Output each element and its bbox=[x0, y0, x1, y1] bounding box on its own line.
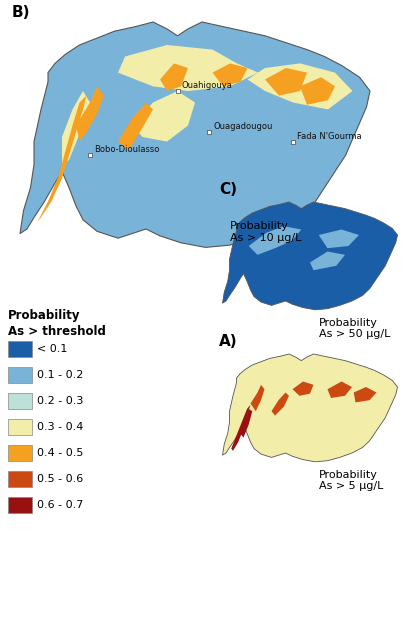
Bar bbox=[8, 471, 32, 487]
Polygon shape bbox=[62, 91, 90, 165]
Polygon shape bbox=[240, 409, 252, 438]
Polygon shape bbox=[293, 381, 313, 396]
Text: A): A) bbox=[219, 334, 238, 349]
Text: Probability
As > 5 μg/L: Probability As > 5 μg/L bbox=[319, 470, 383, 491]
Polygon shape bbox=[319, 229, 359, 248]
Polygon shape bbox=[271, 393, 289, 416]
Text: < 0.1: < 0.1 bbox=[37, 344, 68, 354]
Polygon shape bbox=[223, 202, 398, 310]
Polygon shape bbox=[132, 91, 195, 142]
Bar bbox=[8, 419, 32, 435]
Text: C): C) bbox=[219, 181, 237, 196]
Bar bbox=[8, 367, 32, 383]
Text: 0.6 - 0.7: 0.6 - 0.7 bbox=[37, 500, 83, 510]
Polygon shape bbox=[118, 45, 258, 91]
Polygon shape bbox=[310, 251, 345, 270]
Polygon shape bbox=[354, 387, 376, 403]
Bar bbox=[8, 445, 32, 461]
Text: Ouahigouya: Ouahigouya bbox=[182, 81, 232, 90]
Text: 0.4 - 0.5: 0.4 - 0.5 bbox=[37, 448, 83, 458]
Polygon shape bbox=[328, 381, 352, 398]
Polygon shape bbox=[76, 87, 104, 142]
Polygon shape bbox=[265, 68, 307, 95]
Text: Probability
As > 10 μg/L: Probability As > 10 μg/L bbox=[230, 221, 301, 243]
Bar bbox=[8, 497, 32, 513]
Polygon shape bbox=[118, 102, 153, 151]
Text: Bobo-Dioulasso: Bobo-Dioulasso bbox=[94, 145, 160, 154]
Text: B): B) bbox=[12, 5, 31, 20]
Text: Probability
As > 50 μg/L: Probability As > 50 μg/L bbox=[319, 317, 390, 339]
Text: 0.5 - 0.6: 0.5 - 0.6 bbox=[37, 474, 83, 484]
Polygon shape bbox=[160, 63, 188, 91]
Text: Ouagadougou: Ouagadougou bbox=[213, 122, 272, 132]
Text: 0.3 - 0.4: 0.3 - 0.4 bbox=[37, 422, 83, 432]
Polygon shape bbox=[223, 354, 398, 462]
Polygon shape bbox=[250, 385, 265, 411]
Polygon shape bbox=[300, 77, 335, 105]
Polygon shape bbox=[249, 226, 301, 255]
Polygon shape bbox=[37, 95, 87, 222]
Bar bbox=[8, 341, 32, 357]
Text: 0.2 - 0.3: 0.2 - 0.3 bbox=[37, 396, 83, 406]
Bar bbox=[8, 393, 32, 409]
Polygon shape bbox=[247, 63, 352, 109]
Polygon shape bbox=[212, 63, 247, 87]
Text: 0.1 - 0.2: 0.1 - 0.2 bbox=[37, 370, 83, 380]
Text: Probability
As > threshold: Probability As > threshold bbox=[8, 309, 106, 338]
Polygon shape bbox=[231, 404, 250, 451]
Text: Fada N'Gourma: Fada N'Gourma bbox=[297, 132, 362, 140]
Polygon shape bbox=[20, 22, 370, 248]
